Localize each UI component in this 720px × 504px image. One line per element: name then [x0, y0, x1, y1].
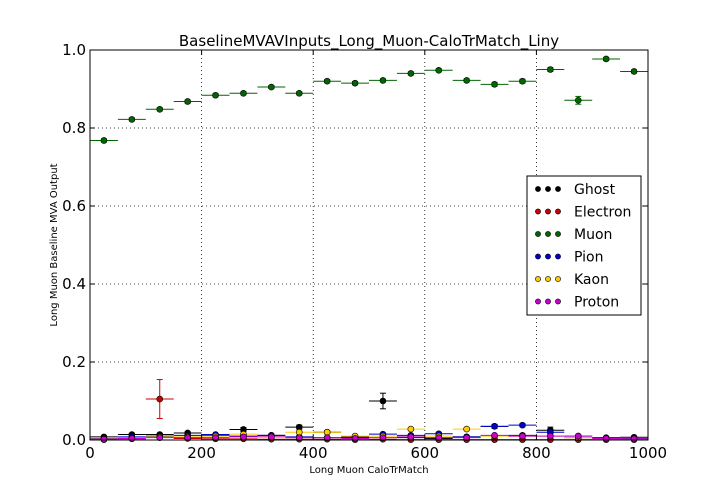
legend-label: Electron — [574, 205, 631, 221]
x-tick-label: 0 — [85, 444, 95, 462]
data-point — [463, 425, 470, 433]
chart-title: BaselineMVAVInputs_Long_Muon-CaloTrMatch… — [179, 32, 559, 51]
legend: Ghost Electron Muon Pion Kaon Proton — [526, 175, 642, 316]
legend-label: Proton — [574, 295, 619, 311]
ticks: 0 200 400 600 800 1000 0.0 0.2 0.4 0.6 0.8 1.0 — [62, 41, 667, 462]
legend-label: Pion — [574, 250, 603, 266]
data-point — [323, 434, 331, 441]
data-point — [463, 77, 470, 84]
data-point — [268, 433, 275, 441]
legend-marker — [545, 276, 551, 282]
data-point — [351, 435, 359, 442]
data-point — [184, 434, 191, 441]
data-point — [156, 395, 164, 403]
legend-marker — [535, 208, 541, 215]
data-point — [407, 70, 415, 77]
data-point — [156, 434, 164, 441]
x-tick-label: 400 — [299, 444, 328, 462]
legend-marker — [545, 298, 551, 305]
data-point — [240, 89, 247, 97]
data-point — [547, 66, 554, 73]
legend-marker — [545, 208, 551, 215]
data-point — [240, 433, 247, 441]
legend-marker — [545, 253, 551, 260]
data-point — [100, 435, 108, 443]
y-tick-label: 0.4 — [62, 275, 86, 293]
data-point — [156, 105, 164, 113]
data-point — [351, 79, 359, 87]
legend-marker — [535, 298, 541, 305]
legend-marker — [535, 231, 541, 237]
data-point — [602, 55, 610, 63]
data-point — [323, 77, 331, 85]
y-tick-label: 0.8 — [62, 119, 86, 137]
data-point — [602, 435, 610, 442]
y-axis-label: Long Muon Baseline MVA Output — [49, 163, 60, 326]
x-tick-label: 600 — [410, 444, 439, 462]
legend-marker — [555, 298, 561, 305]
data-point — [574, 97, 582, 104]
legend-marker — [535, 276, 541, 282]
data-point — [547, 432, 554, 440]
y-tick-label: 0.2 — [62, 353, 86, 371]
legend-marker — [555, 231, 561, 237]
data-point — [630, 68, 638, 75]
legend-label: Kaon — [574, 272, 609, 288]
y-tick-label: 1.0 — [62, 41, 86, 59]
data-point — [295, 428, 303, 436]
legend-marker — [555, 276, 561, 282]
legend-label: Muon — [574, 227, 612, 243]
data-point — [295, 89, 303, 97]
data-point — [379, 397, 387, 405]
data-point — [435, 66, 443, 74]
legend-marker — [535, 186, 541, 192]
legend-marker — [535, 253, 541, 260]
x-tick-label: 200 — [187, 444, 216, 462]
legend-marker — [555, 186, 561, 192]
data-point — [574, 432, 582, 440]
data-point — [379, 434, 387, 441]
x-axis-label: Long Muon CaloTrMatch — [309, 465, 428, 476]
x-tick-label: 1000 — [629, 444, 667, 462]
data-point — [435, 434, 443, 441]
data-point — [295, 434, 303, 441]
legend-marker — [545, 231, 551, 237]
data-point — [212, 434, 219, 441]
legend-marker — [545, 186, 551, 192]
data-point — [184, 98, 191, 105]
data-point — [212, 91, 219, 99]
data-point — [630, 435, 638, 443]
data-point — [491, 432, 498, 439]
data-point — [519, 77, 526, 85]
x-tick-label: 800 — [522, 444, 551, 462]
data-point — [128, 116, 136, 123]
data-point — [100, 137, 108, 144]
data-point — [491, 423, 498, 430]
data-point — [128, 435, 136, 442]
data-point — [491, 81, 498, 88]
y-tick-label: 0.6 — [62, 197, 86, 215]
data-point — [519, 432, 526, 440]
legend-label: Ghost — [574, 182, 616, 198]
data-point — [379, 77, 387, 84]
series-muon — [90, 55, 648, 144]
data-point — [519, 421, 526, 429]
data-point — [407, 433, 415, 441]
grid — [90, 50, 648, 440]
data-point — [407, 425, 415, 433]
legend-marker — [555, 253, 561, 260]
data-point — [323, 428, 331, 436]
legend-marker — [555, 208, 561, 215]
plot-frame — [89, 49, 649, 441]
data-point — [463, 434, 470, 441]
y-tick-label: 0.0 — [62, 431, 86, 449]
legend-frame — [526, 175, 642, 316]
data-point — [268, 83, 275, 91]
